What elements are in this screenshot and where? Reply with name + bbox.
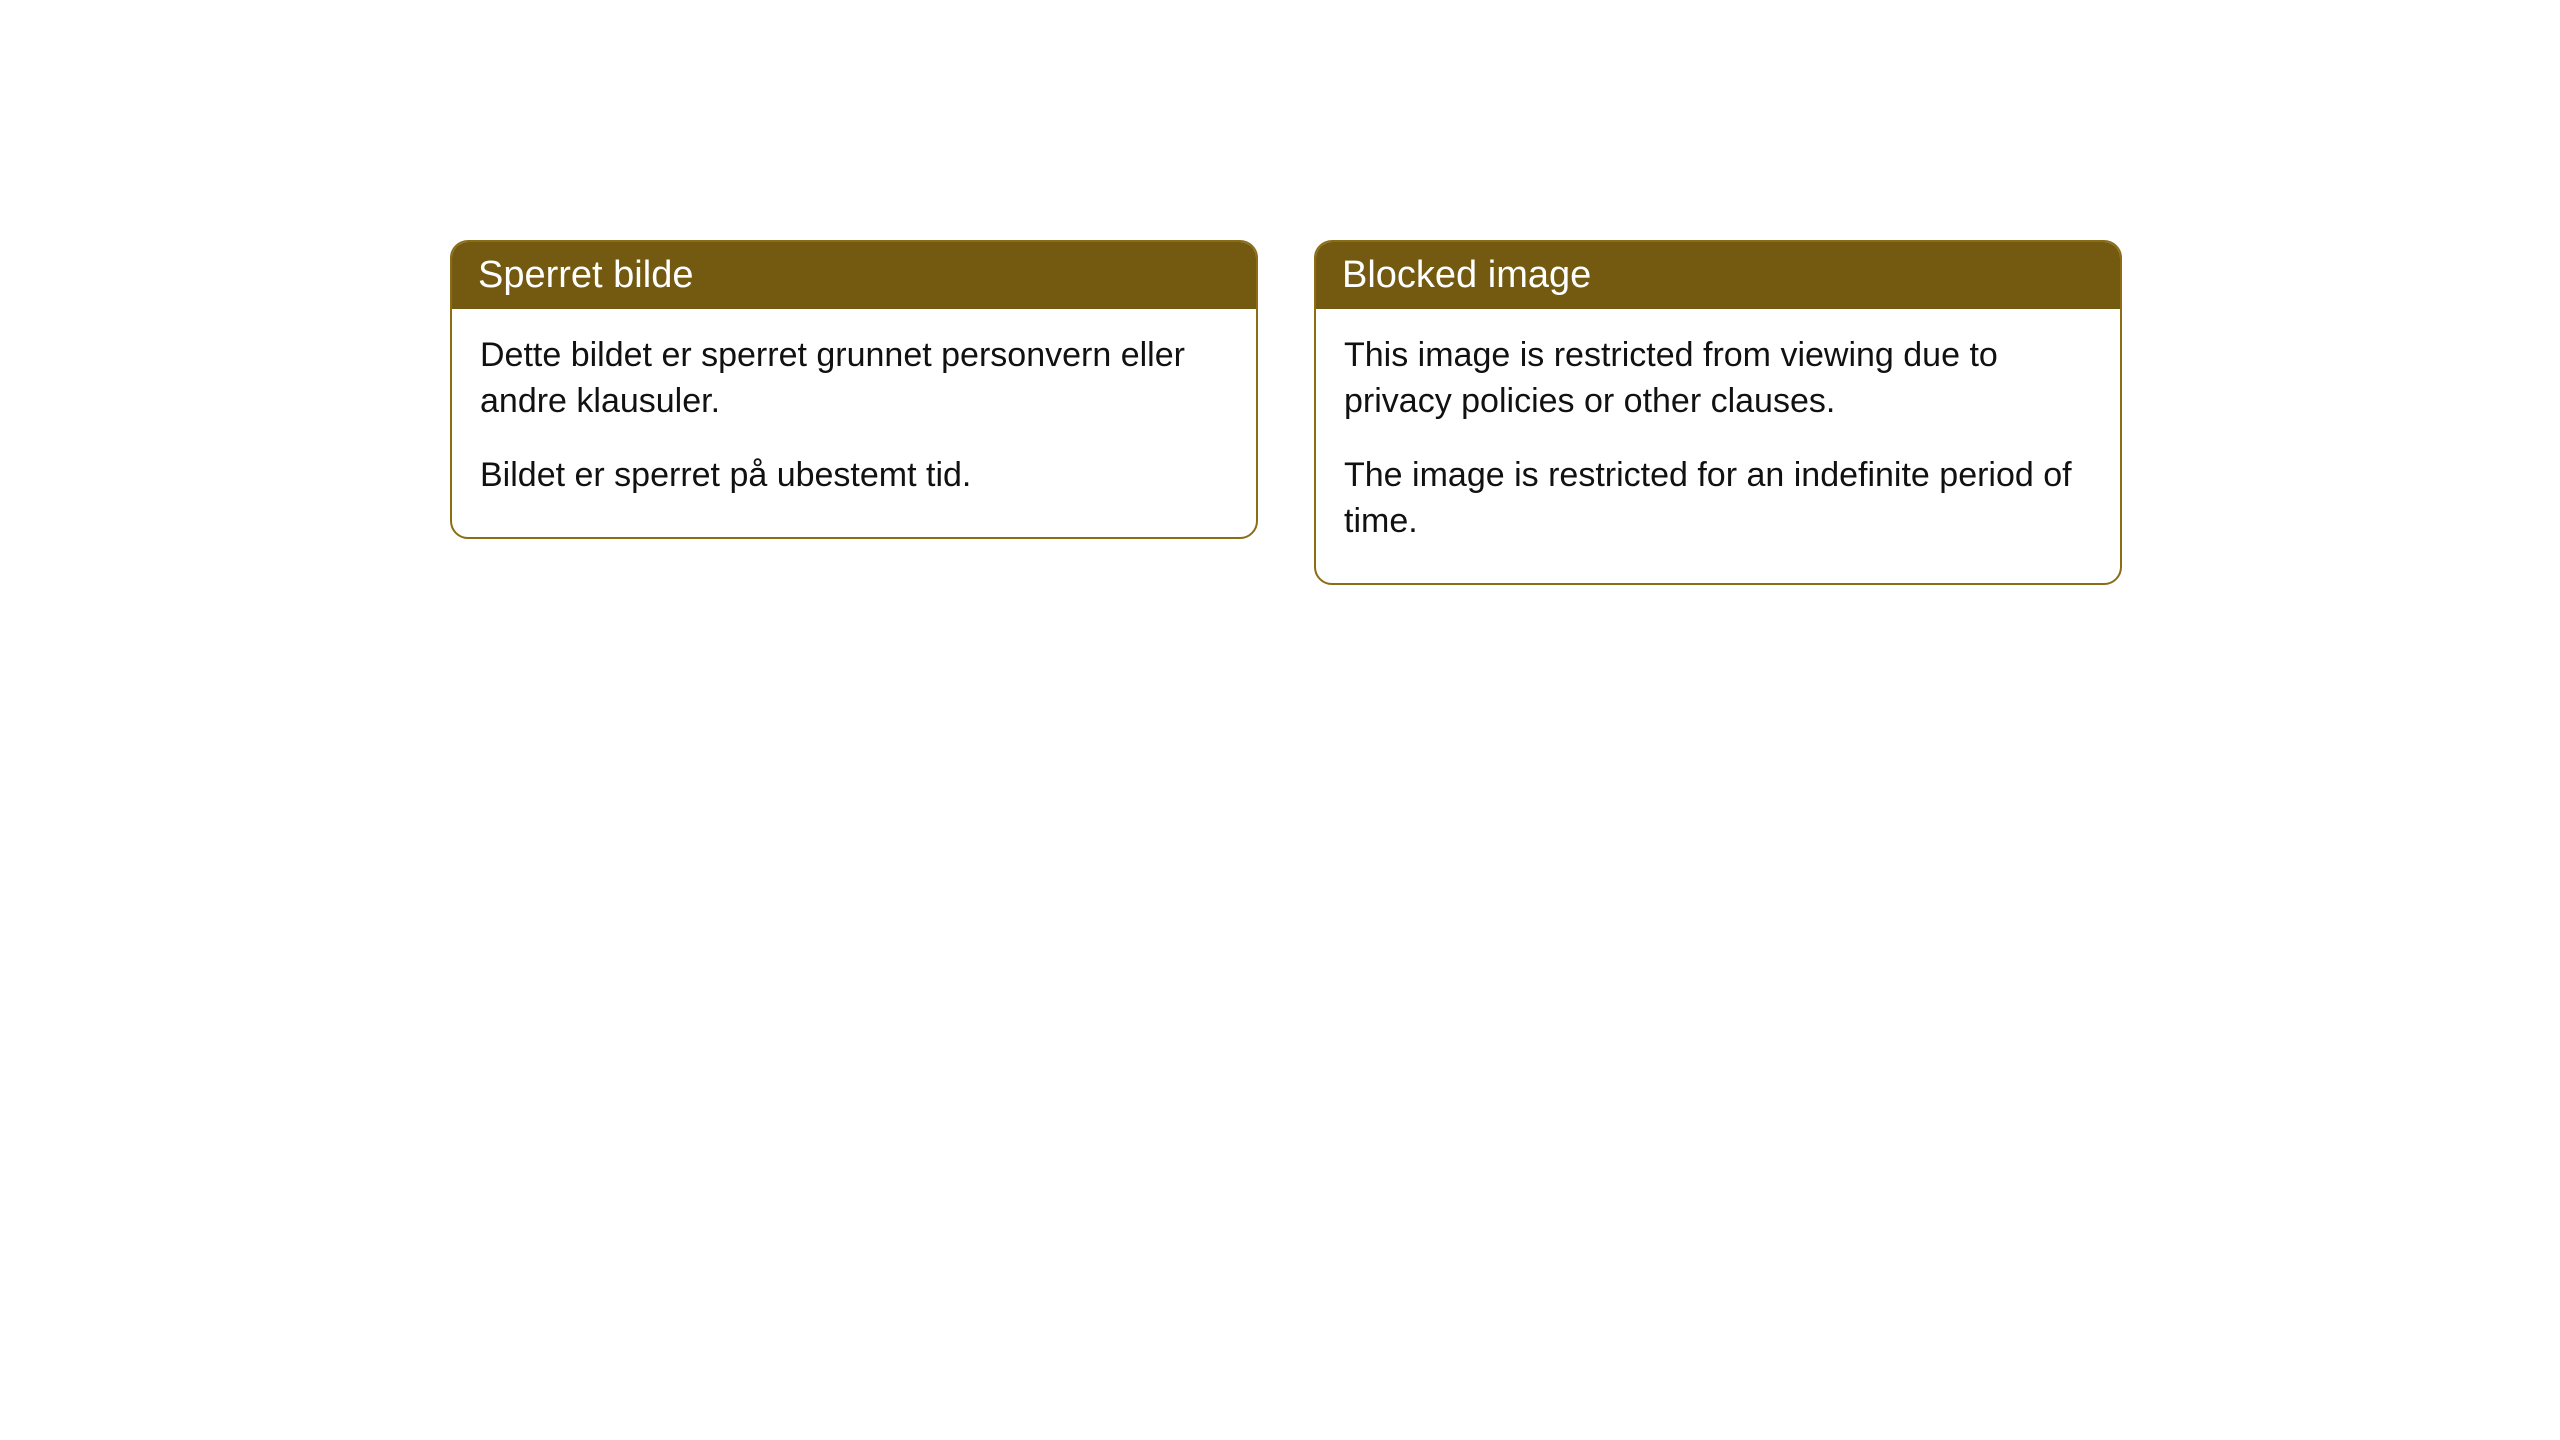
blocked-image-notice-en: Blocked image This image is restricted f… bbox=[1314, 240, 2122, 585]
notice-body-en: This image is restricted from viewing du… bbox=[1316, 309, 2120, 583]
notice-paragraph: Bildet er sperret på ubestemt tid. bbox=[480, 453, 1228, 499]
notice-paragraph: Dette bildet er sperret grunnet personve… bbox=[480, 333, 1228, 425]
notice-paragraph: The image is restricted for an indefinit… bbox=[1344, 453, 2092, 545]
notice-header-en: Blocked image bbox=[1316, 242, 2120, 309]
blocked-image-notice-no: Sperret bilde Dette bildet er sperret gr… bbox=[450, 240, 1258, 539]
notice-header-no: Sperret bilde bbox=[452, 242, 1256, 309]
notice-paragraph: This image is restricted from viewing du… bbox=[1344, 333, 2092, 425]
notice-body-no: Dette bildet er sperret grunnet personve… bbox=[452, 309, 1256, 537]
